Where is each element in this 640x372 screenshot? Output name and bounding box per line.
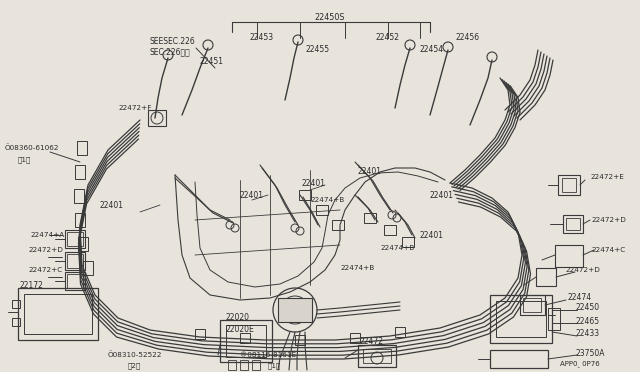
Bar bbox=[75, 213, 85, 227]
Bar bbox=[358, 345, 396, 367]
Text: 22020E: 22020E bbox=[225, 326, 253, 334]
Text: （1）: （1） bbox=[268, 363, 282, 369]
Bar bbox=[548, 308, 560, 330]
Bar bbox=[490, 295, 552, 343]
Bar bbox=[228, 360, 236, 370]
Text: 22453: 22453 bbox=[250, 33, 274, 42]
Text: 22472+D: 22472+D bbox=[28, 247, 63, 253]
Bar bbox=[12, 300, 20, 308]
Bar bbox=[558, 175, 580, 195]
Bar bbox=[295, 335, 305, 345]
Text: 22401: 22401 bbox=[100, 201, 124, 209]
Text: 22401: 22401 bbox=[430, 190, 454, 199]
Text: 22451: 22451 bbox=[200, 58, 224, 67]
Bar bbox=[148, 110, 166, 126]
Bar bbox=[195, 329, 205, 339]
Bar bbox=[18, 288, 98, 340]
Text: 22465: 22465 bbox=[575, 317, 599, 326]
Bar bbox=[364, 213, 376, 223]
Bar bbox=[83, 261, 93, 275]
Bar bbox=[78, 237, 88, 251]
Text: Õ08360-61062: Õ08360-61062 bbox=[5, 145, 60, 151]
Bar bbox=[555, 245, 583, 267]
Text: 22401: 22401 bbox=[358, 167, 382, 176]
Text: 22474: 22474 bbox=[568, 294, 592, 302]
Text: 22472+C: 22472+C bbox=[28, 267, 62, 273]
Text: ®08116-8161E: ®08116-8161E bbox=[240, 352, 296, 358]
Text: 22433: 22433 bbox=[575, 330, 599, 339]
Bar bbox=[384, 225, 396, 235]
Bar bbox=[252, 360, 260, 370]
Text: 22401: 22401 bbox=[420, 231, 444, 240]
Bar bbox=[395, 327, 405, 337]
Bar bbox=[562, 178, 576, 192]
Text: APP0‸ 0P76: APP0‸ 0P76 bbox=[560, 362, 600, 369]
Bar bbox=[75, 165, 85, 179]
Bar bbox=[12, 318, 20, 326]
Bar bbox=[350, 333, 360, 343]
Bar bbox=[536, 268, 556, 286]
Bar bbox=[67, 274, 83, 288]
Bar bbox=[316, 205, 328, 215]
Text: 22401: 22401 bbox=[302, 179, 326, 187]
Text: 22472+E: 22472+E bbox=[590, 174, 624, 180]
Text: 22472: 22472 bbox=[360, 337, 384, 346]
Text: 22474+B: 22474+B bbox=[310, 197, 344, 203]
Bar bbox=[363, 349, 391, 363]
Text: 22472+D: 22472+D bbox=[565, 267, 600, 273]
Bar bbox=[24, 294, 92, 334]
Bar bbox=[299, 190, 311, 200]
Text: Õ08310-52522: Õ08310-52522 bbox=[108, 352, 163, 358]
Text: 22474+B: 22474+B bbox=[340, 265, 374, 271]
Text: 22474+C: 22474+C bbox=[591, 247, 625, 253]
Bar bbox=[566, 218, 580, 230]
Text: 22474+A: 22474+A bbox=[30, 232, 64, 238]
Bar bbox=[520, 295, 545, 315]
Bar bbox=[402, 237, 414, 247]
Bar bbox=[278, 298, 312, 322]
Text: 22450S: 22450S bbox=[315, 13, 345, 22]
Text: 22472+D: 22472+D bbox=[591, 217, 626, 223]
Bar bbox=[77, 141, 87, 155]
Bar bbox=[67, 232, 83, 246]
Bar bbox=[496, 301, 546, 337]
Bar bbox=[65, 272, 85, 290]
Text: SEC.226参照: SEC.226参照 bbox=[150, 48, 191, 57]
Text: （2）: （2） bbox=[128, 363, 141, 369]
Text: 22454: 22454 bbox=[420, 45, 444, 55]
Text: 22472+F: 22472+F bbox=[118, 105, 152, 111]
Bar bbox=[332, 220, 344, 230]
Text: 22474+B: 22474+B bbox=[380, 245, 414, 251]
Text: （1）: （1） bbox=[18, 157, 31, 163]
Bar bbox=[65, 230, 85, 248]
Bar bbox=[523, 298, 541, 312]
Bar bbox=[240, 360, 248, 370]
Text: SEESEC.226: SEESEC.226 bbox=[150, 38, 196, 46]
Bar bbox=[220, 320, 272, 362]
Text: 22455: 22455 bbox=[305, 45, 329, 55]
Bar bbox=[490, 350, 548, 368]
Bar bbox=[67, 254, 83, 268]
Text: 22450: 22450 bbox=[575, 304, 599, 312]
Bar bbox=[74, 189, 84, 203]
Bar bbox=[226, 325, 266, 357]
Text: 23750A: 23750A bbox=[575, 349, 605, 357]
Text: 22401: 22401 bbox=[240, 190, 264, 199]
Bar bbox=[240, 333, 250, 343]
Bar bbox=[65, 252, 85, 270]
Text: 22452: 22452 bbox=[375, 33, 399, 42]
Text: 22456: 22456 bbox=[455, 33, 479, 42]
Text: 22172: 22172 bbox=[20, 280, 44, 289]
Text: 22020: 22020 bbox=[225, 314, 249, 323]
Bar bbox=[563, 215, 583, 233]
